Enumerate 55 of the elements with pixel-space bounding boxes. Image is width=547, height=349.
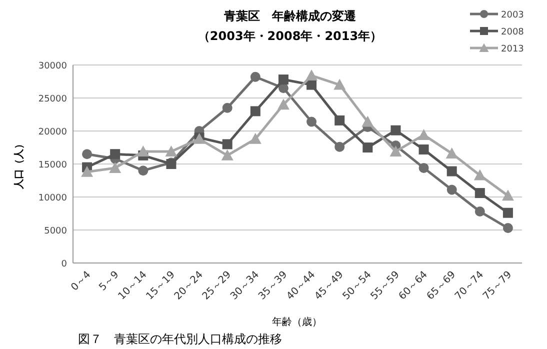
y-tick-label: 30000 [38, 62, 68, 72]
point [446, 184, 457, 195]
point [306, 80, 317, 90]
y-tick-label: 10000 [38, 194, 68, 204]
y-tick-label: 20000 [38, 128, 68, 138]
x-axis-title: 年齢（歳） [272, 316, 322, 328]
point [474, 188, 485, 198]
point [221, 149, 234, 160]
point [446, 166, 457, 176]
x-tick-label: 5～9 [97, 269, 122, 294]
legend-label: 2003 [501, 10, 524, 20]
y-axis-title: 人口（人） [13, 139, 25, 190]
y-tick-label: 5000 [44, 226, 68, 236]
point [362, 116, 374, 127]
point [334, 78, 346, 90]
point [418, 144, 429, 154]
point [249, 132, 262, 144]
point [446, 147, 458, 158]
point [138, 166, 148, 176]
point [334, 142, 345, 152]
point [137, 145, 150, 156]
point [165, 145, 178, 156]
point [278, 74, 288, 85]
point [362, 142, 373, 152]
chart-title: 青葉区 年齢構成の変遷 [223, 9, 357, 23]
point [502, 223, 513, 234]
point [82, 149, 92, 160]
point [418, 162, 429, 173]
point [474, 206, 485, 217]
point [334, 115, 345, 126]
x-tick-label: 0～4 [69, 269, 94, 294]
point [502, 208, 513, 218]
point [418, 128, 430, 140]
caption: 図７ 青葉区の年代別人口構成の推移 [78, 332, 282, 346]
y-tick-label: 15000 [38, 160, 68, 170]
point [250, 106, 260, 116]
point [306, 116, 317, 127]
x-tick-label: 75～79 [481, 269, 514, 302]
point [109, 162, 122, 173]
point [222, 139, 232, 150]
legend-label: 2008 [501, 28, 524, 38]
y-tick-label: 0 [61, 260, 68, 270]
point [277, 98, 290, 110]
point [502, 190, 514, 201]
y-tick-label: 25000 [38, 94, 68, 104]
point [222, 102, 232, 113]
point [81, 166, 94, 177]
point [474, 169, 486, 180]
point [306, 70, 318, 81]
point [250, 72, 260, 82]
point [390, 145, 402, 156]
point [110, 149, 120, 160]
point [390, 125, 401, 136]
legend-label: 2013 [501, 44, 524, 54]
chart-subtitle: （2003年・2008年・2013年） [198, 29, 382, 43]
